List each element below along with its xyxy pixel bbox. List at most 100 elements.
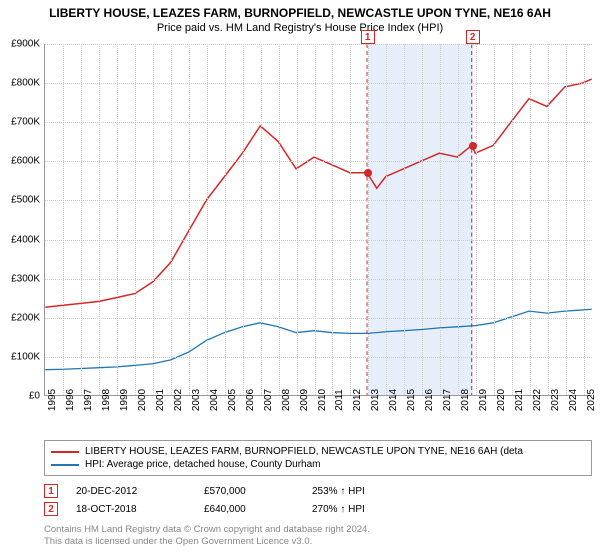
- gridline-horizontal: [45, 83, 592, 84]
- x-axis-tick-label: 2005: [227, 389, 238, 411]
- x-axis-tick-label: 2003: [191, 389, 202, 411]
- gridline-vertical: [530, 44, 531, 395]
- gridline-vertical: [153, 44, 154, 395]
- sale-data-point: [364, 169, 372, 177]
- x-axis-tick-label: 2013: [370, 389, 381, 411]
- x-axis-tick-label: 2015: [406, 389, 417, 411]
- x-axis-tick-label: 2014: [388, 389, 399, 411]
- footer: Contains HM Land Registry data © Crown c…: [44, 524, 592, 549]
- sale-date: 18-OCT-2018: [76, 504, 186, 515]
- x-axis-tick-label: 2007: [263, 389, 274, 411]
- y-axis-tick-label: £400K: [11, 234, 40, 245]
- plot-area: 12: [44, 44, 592, 396]
- gridline-horizontal: [45, 122, 592, 123]
- sales-row: 2 18-OCT-2018 £640,000 270% ↑ HPI: [44, 500, 592, 518]
- gridline-vertical: [584, 44, 585, 395]
- sales-row: 1 20-DEC-2012 £570,000 253% ↑ HPI: [44, 482, 592, 500]
- x-axis-tick-label: 2024: [568, 389, 579, 411]
- gridline-vertical: [494, 44, 495, 395]
- x-axis-tick-label: 1999: [119, 389, 130, 411]
- y-axis-tick-label: £300K: [11, 273, 40, 284]
- gridline-vertical: [476, 44, 477, 395]
- chart-lines-svg: [45, 44, 592, 395]
- gridline-horizontal: [45, 200, 592, 201]
- sale-marker-box: 2: [466, 30, 480, 44]
- gridline-vertical: [117, 44, 118, 395]
- gridline-vertical: [548, 44, 549, 395]
- footer-line: Contains HM Land Registry data © Crown c…: [44, 524, 592, 536]
- x-axis-tick-label: 2019: [478, 389, 489, 411]
- gridline-vertical: [332, 44, 333, 395]
- gridline-horizontal: [45, 318, 592, 319]
- x-axis-tick-label: 2016: [424, 389, 435, 411]
- sale-date: 20-DEC-2012: [76, 486, 186, 497]
- gridline-vertical: [225, 44, 226, 395]
- legend-label: LIBERTY HOUSE, LEAZES FARM, BURNOPFIELD,…: [85, 446, 523, 457]
- sale-price: £570,000: [204, 486, 294, 497]
- x-axis-tick-label: 2018: [460, 389, 471, 411]
- x-axis-tick-label: 2025: [586, 389, 597, 411]
- gridline-vertical: [171, 44, 172, 395]
- x-axis-tick-label: 2008: [281, 389, 292, 411]
- x-axis-tick-label: 2009: [299, 389, 310, 411]
- x-axis-tick-label: 2001: [155, 389, 166, 411]
- x-axis-tick-label: 2021: [514, 389, 525, 411]
- x-axis-tick-label: 2000: [137, 389, 148, 411]
- sale-price: £640,000: [204, 504, 294, 515]
- y-axis-tick-label: £100K: [11, 351, 40, 362]
- gridline-vertical: [63, 44, 64, 395]
- sale-hpi-delta: 253% ↑ HPI: [312, 486, 365, 497]
- x-axis-tick-label: 1997: [83, 389, 94, 411]
- legend-swatch-property: [51, 451, 79, 453]
- legend-item: HPI: Average price, detached house, Coun…: [51, 458, 585, 471]
- gridline-vertical: [512, 44, 513, 395]
- gridline-vertical: [243, 44, 244, 395]
- gridline-horizontal: [45, 161, 592, 162]
- x-axis-tick-label: 2002: [173, 389, 184, 411]
- sale-marker-box: 2: [44, 502, 58, 516]
- gridline-vertical: [261, 44, 262, 395]
- gridline-vertical: [440, 44, 441, 395]
- gridline-vertical: [315, 44, 316, 395]
- y-axis-tick-label: £0: [29, 391, 40, 402]
- chart-title: LIBERTY HOUSE, LEAZES FARM, BURNOPFIELD,…: [0, 0, 600, 20]
- gridline-vertical: [207, 44, 208, 395]
- x-axis-tick-label: 2012: [352, 389, 363, 411]
- y-axis-tick-label: £200K: [11, 312, 40, 323]
- footer-line: This data is licensed under the Open Gov…: [44, 536, 592, 548]
- legend-item: LIBERTY HOUSE, LEAZES FARM, BURNOPFIELD,…: [51, 445, 585, 458]
- x-axis-tick-label: 2023: [550, 389, 561, 411]
- chart-subtitle: Price paid vs. HM Land Registry's House …: [0, 20, 600, 38]
- gridline-vertical: [422, 44, 423, 395]
- sale-marker-box: 1: [361, 30, 375, 44]
- gridline-vertical: [99, 44, 100, 395]
- y-axis-tick-label: £700K: [11, 117, 40, 128]
- y-axis-tick-label: £800K: [11, 78, 40, 89]
- gridline-horizontal: [45, 279, 592, 280]
- sale-marker-box: 1: [44, 484, 58, 498]
- x-axis-tick-label: 2006: [245, 389, 256, 411]
- chart-container: LIBERTY HOUSE, LEAZES FARM, BURNOPFIELD,…: [0, 0, 600, 560]
- y-axis-tick-label: £500K: [11, 195, 40, 206]
- gridline-vertical: [297, 44, 298, 395]
- x-axis-tick-label: 2022: [532, 389, 543, 411]
- legend: LIBERTY HOUSE, LEAZES FARM, BURNOPFIELD,…: [44, 440, 592, 476]
- legend-label: HPI: Average price, detached house, Coun…: [85, 459, 321, 470]
- gridline-vertical: [81, 44, 82, 395]
- x-axis-tick-label: 2020: [496, 389, 507, 411]
- gridline-vertical: [368, 44, 369, 395]
- legend-swatch-hpi: [51, 464, 79, 466]
- x-axis-tick-label: 1996: [65, 389, 76, 411]
- gridline-vertical: [135, 44, 136, 395]
- series-line-property-price: [45, 79, 591, 307]
- gridline-vertical: [566, 44, 567, 395]
- y-axis-tick-label: £600K: [11, 156, 40, 167]
- gridline-horizontal: [45, 357, 592, 358]
- gridline-horizontal: [45, 240, 592, 241]
- gridline-vertical: [189, 44, 190, 395]
- gridline-horizontal: [45, 44, 592, 45]
- sale-data-point: [469, 142, 477, 150]
- sales-table: 1 20-DEC-2012 £570,000 253% ↑ HPI 2 18-O…: [44, 482, 592, 518]
- x-axis-tick-label: 1998: [101, 389, 112, 411]
- x-axis-tick-label: 1995: [47, 389, 58, 411]
